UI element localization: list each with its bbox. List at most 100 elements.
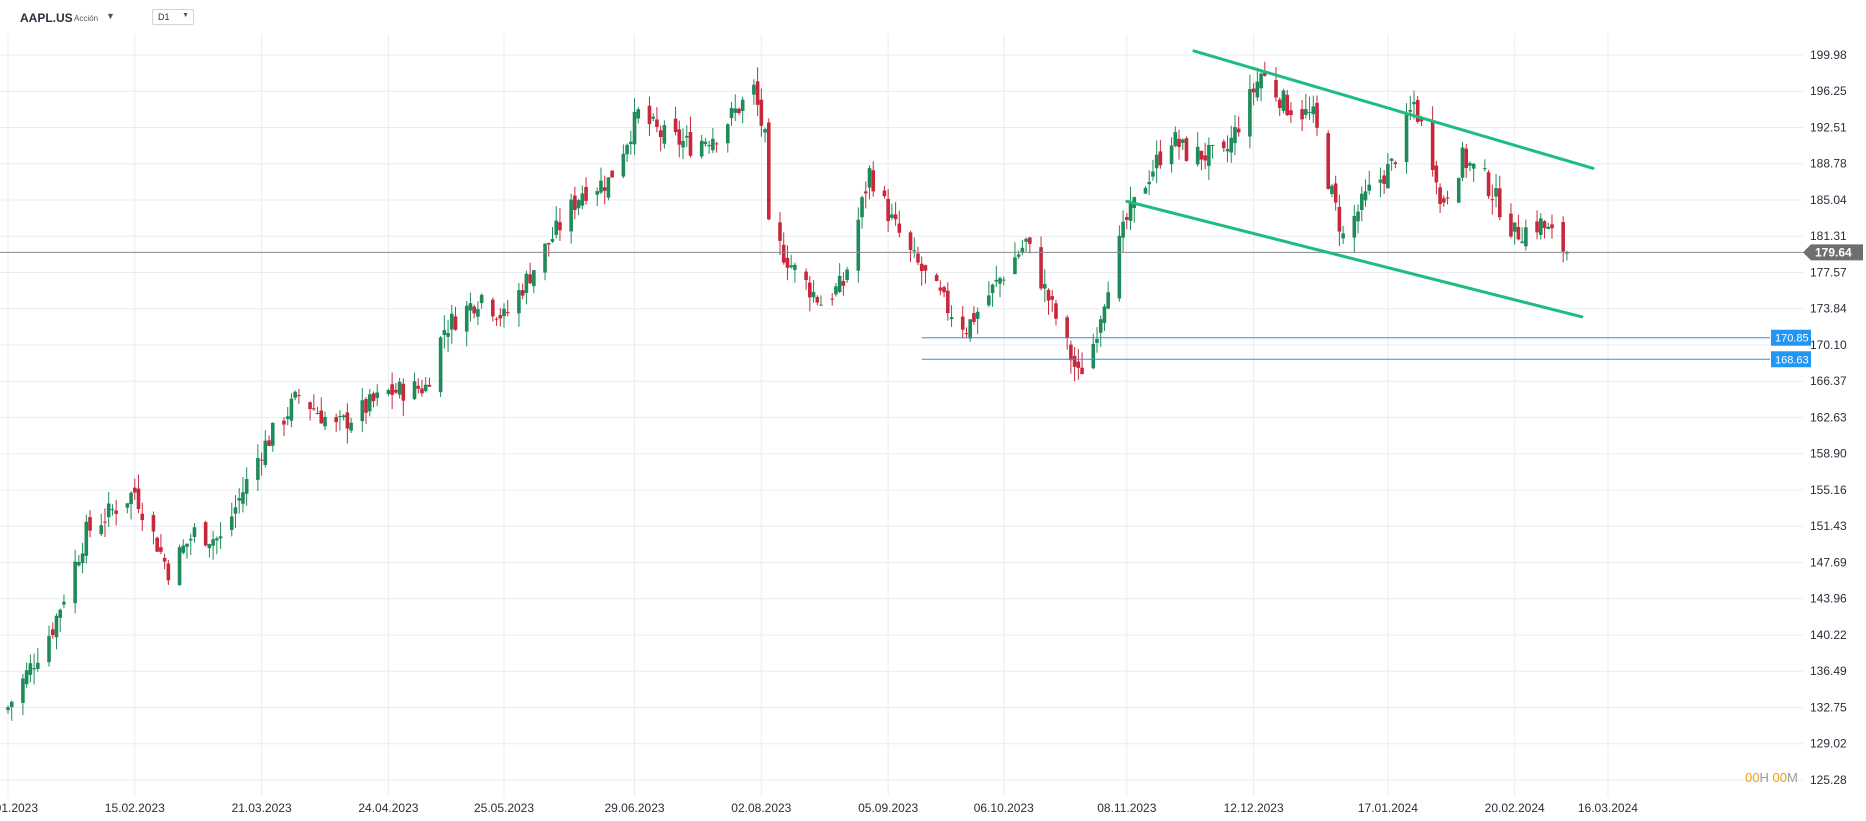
y-tick-label: 170.10: [1810, 338, 1847, 352]
candle-down: [1315, 102, 1319, 128]
candle-down: [863, 191, 868, 194]
candle-down: [1277, 99, 1282, 109]
candle-up: [438, 337, 443, 393]
candle-up: [1412, 102, 1416, 105]
candle-up: [502, 308, 506, 317]
x-tick-label: 08.11.2023: [1097, 801, 1156, 815]
candle-up: [837, 275, 842, 292]
candle-up: [1307, 111, 1312, 113]
candle-up: [256, 457, 260, 480]
candle-up: [1207, 144, 1211, 166]
candle-up: [1468, 162, 1472, 166]
symbol-name[interactable]: AAPL.US: [20, 11, 73, 25]
candle-up: [1143, 187, 1148, 194]
x-axis-labels: 12.01.2023 15.02.2023 21.03.2023 24.04.2023…: [0, 801, 1638, 815]
candle-up: [599, 180, 603, 193]
candlestick-series: [6, 61, 1569, 721]
candle-down: [1445, 197, 1450, 199]
timeframe-select[interactable]: D1 ▼: [152, 9, 194, 25]
candle-down: [1326, 133, 1331, 189]
candle-down: [778, 222, 782, 241]
candle-up: [386, 389, 391, 395]
chevron-down-icon[interactable]: ▼: [106, 11, 115, 21]
candle-up: [684, 135, 689, 138]
candle-up: [28, 663, 33, 675]
candle-up: [338, 415, 342, 417]
candle-up: [576, 200, 581, 209]
candle-up: [793, 264, 797, 270]
candle-up: [1169, 145, 1174, 165]
symbol-type-label: Acción: [74, 14, 99, 23]
candle-up: [1098, 319, 1103, 333]
candle-up: [1363, 191, 1368, 201]
y-axis-labels: 199.98 196.25 192.51 188.78 185.04 181.31 177.…: [1810, 48, 1847, 787]
candle-up: [1042, 283, 1047, 289]
candle-down: [1289, 110, 1293, 116]
candle-up: [367, 394, 372, 412]
candle-down: [1285, 94, 1289, 116]
candle-up: [699, 140, 704, 157]
candle-down: [159, 547, 163, 552]
countdown-minutes-unit: M: [1786, 770, 1798, 785]
candle-down: [602, 187, 607, 191]
candle-up: [1024, 238, 1028, 242]
y-tick-label: 166.37: [1810, 374, 1847, 388]
candle-down: [919, 263, 924, 272]
candle-down: [259, 459, 264, 461]
candle-down: [755, 81, 760, 105]
candle-up: [293, 391, 297, 398]
candle-down: [759, 99, 764, 126]
last-price-tag: [1803, 244, 1863, 261]
candle-up: [994, 279, 999, 282]
candle-up: [360, 400, 365, 422]
candle-down: [923, 265, 928, 271]
candle-up: [524, 273, 529, 294]
y-tick-label: 151.43: [1810, 519, 1847, 533]
candle-down: [785, 257, 790, 268]
candle-down: [1158, 151, 1163, 166]
candle-up: [1095, 339, 1099, 343]
candle-up: [446, 332, 450, 337]
candle-up: [84, 521, 89, 556]
candle-down: [808, 282, 812, 298]
candle-down: [1046, 289, 1051, 301]
candle-up: [1341, 233, 1345, 239]
chart-drawings[interactable]: 179.64 170.85 168.63: [0, 49, 1863, 368]
candle-up: [21, 678, 25, 703]
candle-down: [334, 417, 338, 423]
candle-up: [36, 662, 40, 669]
candle-down: [886, 198, 890, 222]
candle-down: [1497, 188, 1502, 218]
candle-down: [1337, 206, 1342, 232]
candle-down: [308, 402, 312, 410]
candle-up: [110, 509, 115, 511]
y-tick-label: 158.90: [1810, 447, 1847, 461]
candle-up: [1408, 110, 1413, 112]
candle-down: [1464, 148, 1468, 168]
candle-down: [1236, 128, 1241, 133]
candle-down: [1415, 100, 1420, 122]
x-tick-label: 16.03.2024: [1578, 801, 1638, 815]
candle-up: [1020, 247, 1025, 253]
x-tick-label: 12.01.2023: [0, 801, 38, 815]
candle-up: [752, 84, 756, 95]
candle-down: [345, 412, 350, 429]
y-tick-label: 185.04: [1810, 193, 1847, 207]
candle-up: [476, 309, 480, 317]
candle-down: [1393, 162, 1398, 165]
candle-up: [73, 561, 77, 604]
y-tick-label: 177.57: [1810, 266, 1847, 280]
candle-down: [267, 440, 271, 446]
candle-down: [494, 318, 499, 320]
candle-up: [856, 219, 861, 271]
candle-up: [1386, 164, 1390, 189]
candle-down: [364, 399, 368, 413]
candle-up: [263, 440, 268, 465]
candle-down: [871, 170, 876, 192]
candle-down: [453, 316, 458, 330]
x-tick-label: 02.08.2023: [731, 801, 791, 815]
candle-down: [893, 214, 898, 220]
candle-down: [1438, 187, 1442, 205]
candle-up: [1356, 211, 1360, 222]
